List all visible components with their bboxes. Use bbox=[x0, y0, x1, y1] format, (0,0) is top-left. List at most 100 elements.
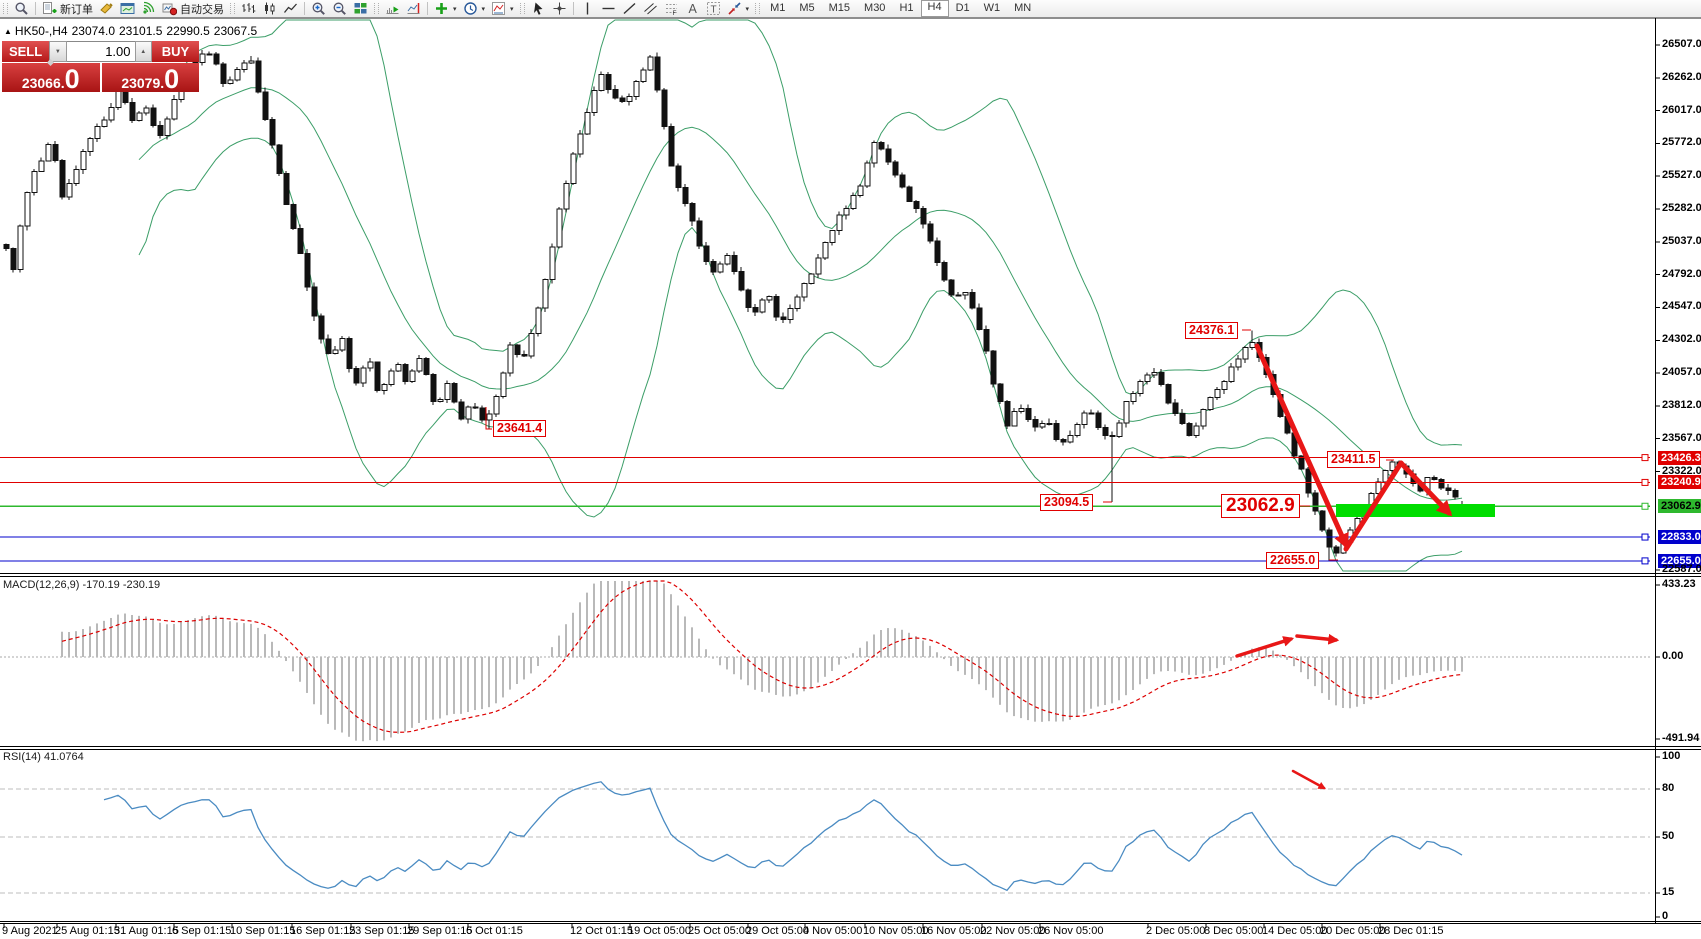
macd-trend-arrow[interactable] bbox=[1235, 636, 1295, 658]
crosshair-icon[interactable] bbox=[549, 1, 570, 17]
main-trend-arrow[interactable] bbox=[1343, 460, 1404, 552]
candlesticks bbox=[3, 49, 1466, 561]
toolbar-grip bbox=[374, 3, 379, 14]
timeframe-w1-button[interactable]: W1 bbox=[983, 2, 1001, 14]
macd-signal-line bbox=[61, 580, 1463, 733]
new-order-icon bbox=[43, 2, 57, 14]
toolbar-separator bbox=[35, 2, 36, 15]
cursor-icon bbox=[533, 2, 543, 15]
equidistant-channel-icon[interactable] bbox=[640, 1, 661, 17]
label-icon: T bbox=[706, 2, 720, 16]
auto-trading-icon bbox=[162, 3, 177, 16]
volume-input[interactable] bbox=[66, 41, 135, 62]
label-icon[interactable]: T bbox=[703, 1, 724, 17]
timeframe-mn-button[interactable]: MN bbox=[1014, 2, 1032, 14]
vertical-line-icon[interactable] bbox=[577, 1, 598, 17]
timeframe-m30-button[interactable]: M30 bbox=[864, 2, 886, 14]
level-handle[interactable] bbox=[1641, 454, 1649, 462]
toolbar-separator bbox=[304, 2, 305, 15]
templates-button[interactable]: ▾ bbox=[488, 1, 517, 17]
toolbar-grip bbox=[519, 3, 525, 14]
toolbar: 新订单 自动交易 ▾ ▾ ▾ F A T ▾ M1 M5 M15 M30 H1 H4 D1 W1 MN bbox=[0, 0, 1701, 18]
auto-scroll-icon bbox=[386, 6, 399, 14]
line-chart-icon bbox=[283, 3, 297, 13]
ohlc-low: 22990.5 bbox=[166, 24, 210, 38]
toolbar-grip bbox=[230, 3, 235, 14]
drawn-objects[interactable] bbox=[485, 329, 1495, 790]
equidistant-channel-icon bbox=[643, 3, 657, 15]
level-handle[interactable] bbox=[1641, 478, 1649, 486]
indicator-plots bbox=[0, 580, 1650, 894]
bar-chart-icon[interactable] bbox=[238, 1, 259, 17]
sell-button[interactable]: SELL bbox=[2, 41, 50, 62]
timeframe-h4-button[interactable]: H4 bbox=[920, 0, 949, 17]
timeframe-m1-button[interactable]: M1 bbox=[770, 2, 786, 14]
level-handle[interactable] bbox=[1641, 557, 1649, 565]
indicators-button[interactable]: ▾ bbox=[431, 1, 460, 17]
crosshair-icon bbox=[553, 2, 566, 15]
toolbar-grip bbox=[3, 3, 8, 14]
chart-window-icon[interactable] bbox=[117, 1, 138, 17]
zoom-out-icon[interactable] bbox=[329, 1, 350, 17]
dropdown-caret-icon: ▾ bbox=[453, 5, 457, 13]
line-chart-icon[interactable] bbox=[280, 1, 301, 17]
auto-trading-button[interactable]: 自动交易 bbox=[159, 1, 227, 17]
periods-icon bbox=[463, 2, 477, 15]
toolbar-separator bbox=[427, 2, 428, 15]
main-trend-arrow[interactable] bbox=[1398, 460, 1453, 517]
fibonacci-icon[interactable]: F bbox=[661, 1, 682, 17]
ohlc-high: 23101.5 bbox=[119, 24, 163, 38]
signal-icon bbox=[143, 1, 155, 14]
styler-icon[interactable] bbox=[96, 1, 117, 17]
toolbar-grip bbox=[755, 3, 761, 14]
timeframe-h1-button[interactable]: H1 bbox=[899, 2, 914, 14]
level-handle[interactable] bbox=[1641, 533, 1649, 541]
dropdown-caret-icon: ▾ bbox=[510, 5, 514, 13]
search-icon[interactable] bbox=[11, 1, 32, 17]
bollinger-lower-band bbox=[138, 137, 1463, 572]
indicators-icon bbox=[436, 3, 447, 14]
toolbar-separator bbox=[572, 2, 574, 15]
tile-windows-icon[interactable] bbox=[350, 1, 371, 17]
search-icon bbox=[15, 2, 28, 15]
auto-scroll-icon[interactable] bbox=[382, 1, 403, 17]
cursor-icon[interactable] bbox=[528, 1, 549, 17]
fibonacci-icon: F bbox=[665, 4, 677, 16]
green-highlight-bar[interactable] bbox=[1336, 504, 1495, 517]
ohlc-close: 23067.5 bbox=[213, 24, 258, 38]
macd-label: MACD(12,26,9) -170.19 -230.19 bbox=[3, 579, 161, 591]
timeframe-m5-button[interactable]: M5 bbox=[799, 2, 815, 14]
buy-button[interactable]: BUY bbox=[151, 41, 199, 62]
volume-increase-button[interactable]: ▲ bbox=[134, 41, 152, 62]
new-order-button[interactable]: 新订单 bbox=[39, 1, 96, 17]
text-icon[interactable]: A bbox=[682, 1, 703, 17]
signal-icon[interactable] bbox=[138, 1, 159, 17]
level-handle[interactable] bbox=[1641, 502, 1649, 510]
timeframe-d1-button[interactable]: D1 bbox=[955, 2, 970, 14]
candlestick-chart-icon[interactable] bbox=[259, 1, 280, 17]
timeframe-m15-button[interactable]: M15 bbox=[828, 2, 851, 14]
vertical-line-icon bbox=[586, 2, 588, 15]
chart-window-icon bbox=[120, 3, 135, 14]
main-trend-arrow[interactable] bbox=[1254, 343, 1349, 550]
horizontal-line-icon[interactable] bbox=[598, 1, 619, 17]
buy-price[interactable]: 23079. 0 bbox=[101, 63, 199, 93]
chart-symbol: HK50-,H4 bbox=[14, 24, 68, 38]
templates-icon bbox=[492, 2, 506, 15]
zoom-in-icon[interactable] bbox=[308, 1, 329, 17]
candlestick-chart-icon bbox=[265, 2, 275, 15]
ohlc-open: 23074.0 bbox=[71, 24, 115, 38]
arrows-button[interactable]: ▾ bbox=[724, 1, 753, 17]
macd-trend-arrow[interactable] bbox=[1295, 633, 1340, 645]
dropdown-caret-icon: ▾ bbox=[745, 5, 750, 13]
periods-button[interactable]: ▾ bbox=[460, 1, 489, 17]
rsi-trend-arrow[interactable] bbox=[1291, 769, 1327, 790]
svg-text:F: F bbox=[672, 10, 676, 16]
sell-price[interactable]: 23066. 0 bbox=[2, 63, 100, 93]
trendline-icon[interactable] bbox=[619, 1, 640, 17]
chart-shift-icon[interactable] bbox=[403, 1, 424, 17]
rsi-label: RSI(14) 41.0764 bbox=[3, 751, 84, 763]
one-click-trading-panel: SELL ▼ ▲ BUY 23066.0 23079.0 bbox=[2, 41, 199, 93]
volume-decrease-button[interactable]: ▼ bbox=[49, 41, 67, 62]
